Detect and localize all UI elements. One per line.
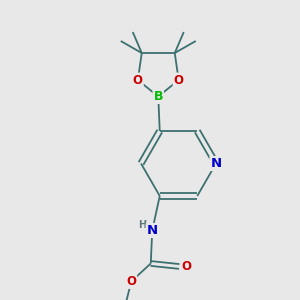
Text: O: O: [126, 275, 136, 288]
Text: O: O: [174, 74, 184, 86]
Text: O: O: [182, 260, 192, 273]
Text: N: N: [147, 224, 158, 237]
Text: B: B: [154, 90, 163, 103]
Text: H: H: [139, 220, 147, 230]
Text: O: O: [133, 74, 143, 86]
Text: N: N: [210, 157, 222, 170]
